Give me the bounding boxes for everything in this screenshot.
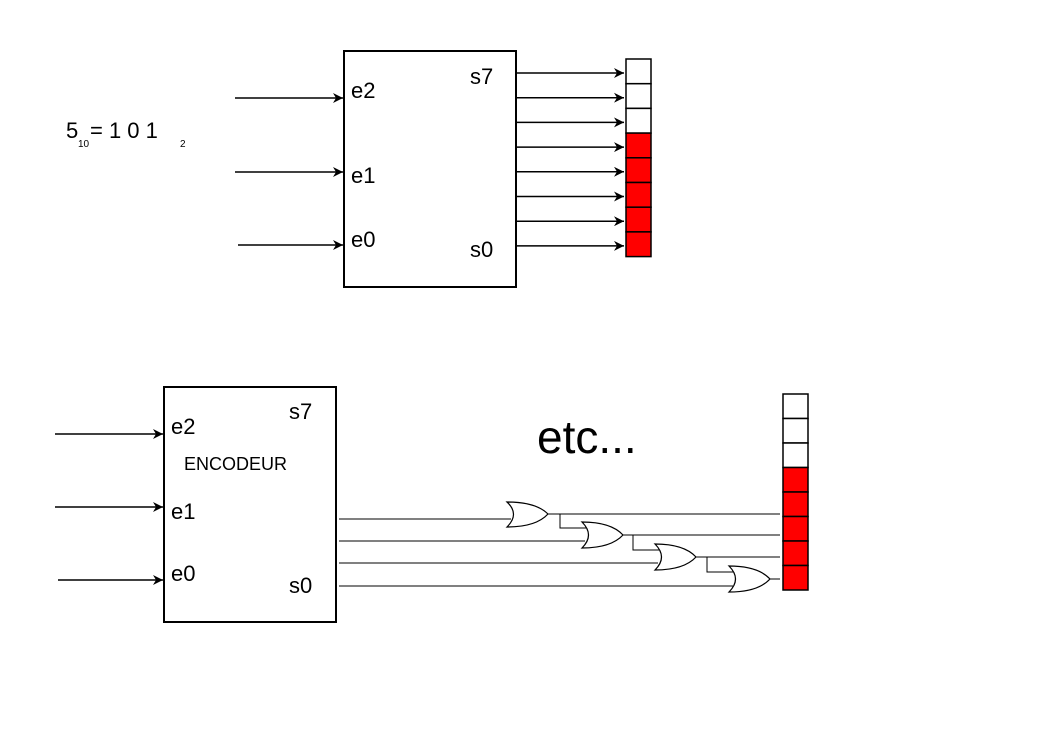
input-label-e0: e0	[351, 227, 375, 252]
cascade-1-2	[559, 514, 587, 529]
cascade-3-4	[706, 557, 734, 573]
encoder-cell-5	[782, 442, 809, 469]
continuation-text: etc...	[537, 411, 637, 463]
encoder-input-label-e0: e0	[171, 561, 195, 586]
output-cell-3	[625, 157, 652, 184]
encoder-output-wires	[339, 518, 733, 587]
decimal-value: 5	[66, 118, 78, 143]
output-cell-2	[625, 181, 652, 208]
decoder-block	[343, 50, 517, 288]
binary-value: = 1 0 1	[90, 118, 158, 143]
output-cell-0	[625, 231, 652, 258]
or-gate-4	[727, 565, 771, 593]
encoder-input-label-e1: e1	[171, 499, 195, 524]
input-label-e1: e1	[351, 163, 375, 188]
encoder-cell-3	[782, 491, 809, 518]
output-cell-5	[625, 107, 652, 134]
output-cell-1	[625, 206, 652, 233]
encoder-title: ENCODEUR	[184, 454, 287, 474]
cascade-2-3	[632, 535, 660, 551]
output-cell-column	[625, 58, 652, 258]
output-label-s7: s7	[470, 64, 493, 89]
binary-base: 2	[180, 139, 186, 150]
encoder-cell-7	[782, 393, 809, 420]
output-cell-6	[625, 82, 652, 110]
input-label-e2: e2	[351, 78, 375, 103]
encoder-input-label-e2: e2	[171, 414, 195, 439]
output-cell-7	[625, 58, 652, 85]
encoder-cell-1	[782, 540, 809, 567]
or-gate-2	[580, 521, 624, 549]
or-gate-3	[653, 543, 697, 571]
output-label-s0: s0	[470, 237, 493, 262]
output-cell-4	[625, 132, 652, 159]
bottom-diagram: e2 ENCODEUR e1 e0 s7 s0 etc...	[55, 386, 809, 623]
encoder-block	[163, 386, 337, 623]
binary-equation: 5 10 = 1 0 1 2	[66, 118, 186, 150]
encoder-cell-4	[782, 466, 809, 493]
encoder-cell-column	[782, 393, 809, 591]
encoder-output-label-s0: s0	[289, 573, 312, 598]
encoder-output-label-s7: s7	[289, 399, 312, 424]
top-diagram: 5 10 = 1 0 1 2 e2 e1 e0 s7 s0	[66, 50, 652, 288]
output-arrows	[517, 68, 624, 251]
encoder-cell-2	[782, 515, 809, 542]
or-gate-chain	[505, 501, 780, 593]
encoder-cell-0	[782, 564, 809, 591]
or-gate-1	[505, 501, 549, 528]
decimal-base: 10	[78, 139, 90, 150]
encoder-cell-6	[782, 417, 809, 444]
